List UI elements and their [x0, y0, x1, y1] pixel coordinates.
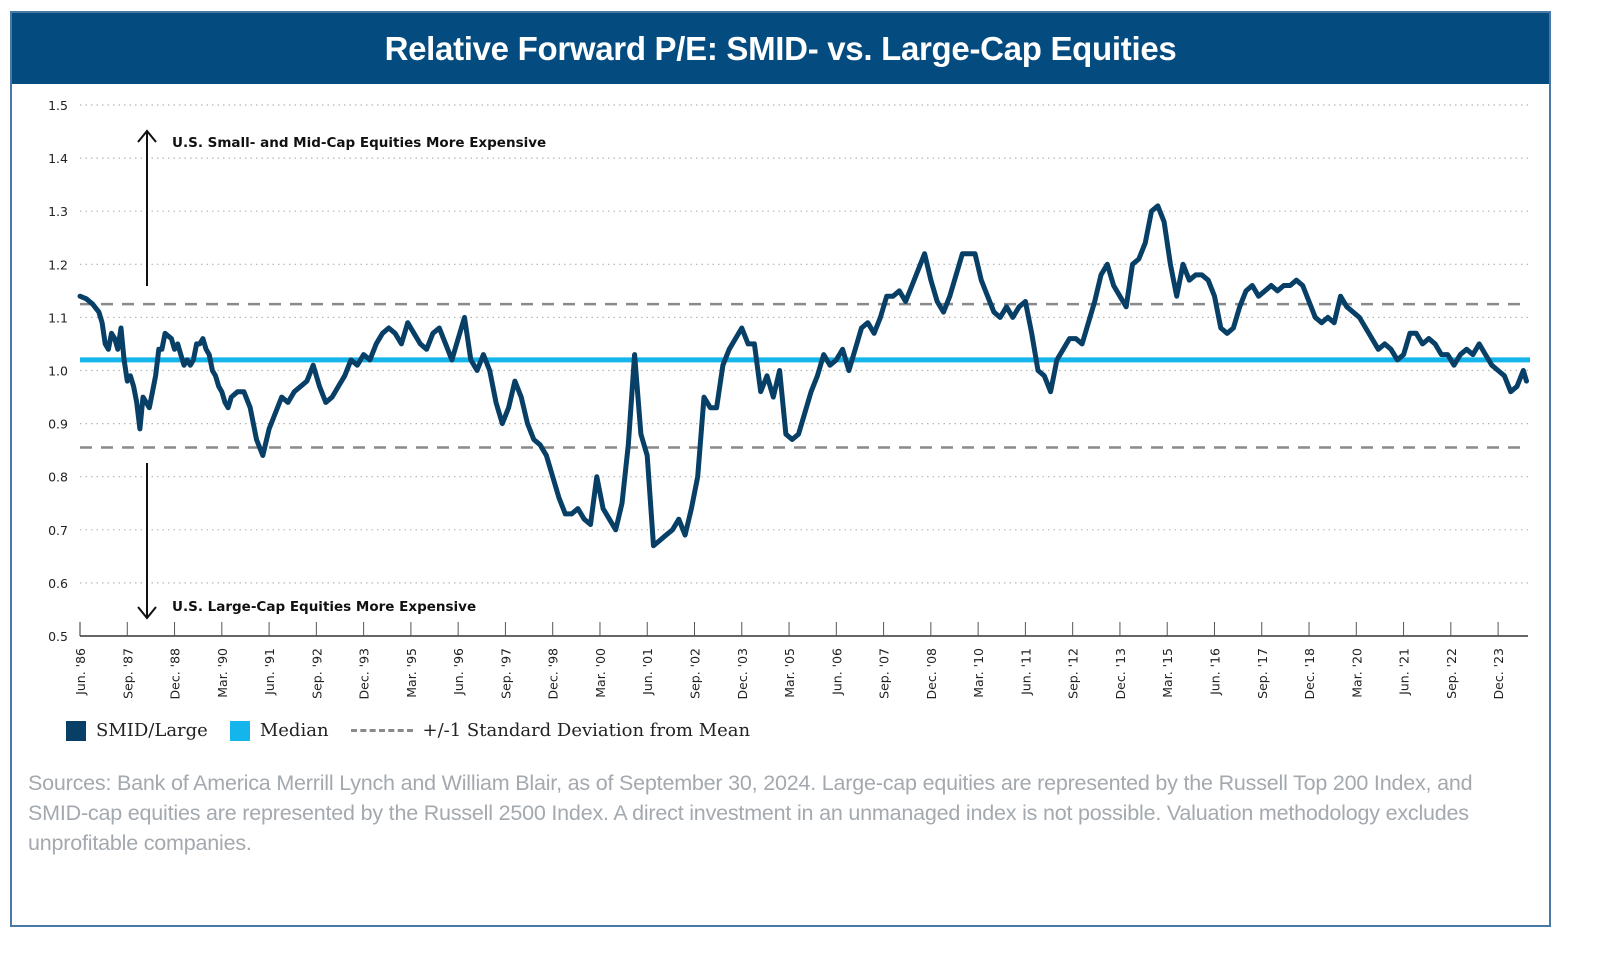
y-tick-label: 1.5: [48, 98, 68, 113]
annotation-smid-expensive: U.S. Small- and Mid-Cap Equities More Ex…: [172, 135, 546, 151]
x-tick-label: Dec. '23: [1491, 648, 1506, 699]
x-tick-label: Dec. '18: [1302, 648, 1317, 700]
x-tick-label: Jun. '21: [1397, 648, 1412, 696]
x-tick-label: Sep. '92: [309, 648, 324, 699]
legend-swatch-smid: [66, 720, 86, 741]
arrow-up-icon: [137, 129, 157, 143]
x-tick-label: Sep. '87: [120, 648, 135, 699]
x-tick-label: Sep. '07: [877, 648, 892, 699]
x-tick-label: Mar. '10: [971, 648, 986, 698]
x-tick-label: Mar. '15: [1160, 648, 1175, 698]
x-tick-label: Dec. '08: [924, 648, 939, 700]
x-tick-label: Dec. '88: [168, 648, 183, 700]
x-tick-label: Sep. '02: [688, 648, 703, 699]
series-line-smid-large: [77, 203, 1529, 549]
x-tick-label: Jun. '86: [73, 648, 88, 696]
x-tick-label: Jun. '06: [829, 648, 844, 696]
y-tick-label: 0.7: [48, 523, 68, 538]
title-bar: Relative Forward P/E: SMID- vs. Large-Ca…: [12, 13, 1549, 84]
annotation-large-expensive: U.S. Large-Cap Equities More Expensive: [172, 599, 476, 615]
x-tick-label: Mar. '20: [1349, 648, 1364, 698]
legend-swatch-median: [229, 720, 250, 741]
x-tick-label: Mar. '05: [782, 648, 797, 698]
y-tick-label: 1.0: [48, 364, 68, 379]
x-tick-label: Sep. '97: [498, 648, 513, 699]
x-tick-label: Jun. '91: [262, 648, 277, 696]
gridlines: [80, 104, 1528, 584]
x-tick-label: Sep. '17: [1255, 648, 1270, 699]
y-tick-label: 0.5: [48, 629, 68, 644]
x-tick-label: Dec. '98: [546, 648, 561, 700]
y-tick-label: 1.1: [48, 310, 68, 325]
legend-label-median: Median: [259, 720, 329, 741]
x-tick-label: Sep. '12: [1066, 648, 1081, 699]
arrow-down-icon: [137, 606, 157, 620]
x-tick-label: Dec. '13: [1113, 648, 1128, 699]
legend-item-std: +/-1 Standard Deviation from Mean: [350, 720, 751, 741]
y-tick-label: 0.6: [48, 576, 68, 591]
y-tick-label: 0.9: [48, 417, 68, 432]
y-tick-label: 0.8: [48, 470, 68, 485]
annotations: U.S. Small- and Mid-Cap Equities More Ex…: [137, 129, 546, 620]
x-tick-label: Mar. '95: [404, 648, 419, 698]
reference-lines: [80, 302, 1530, 449]
chart-title: Relative Forward P/E: SMID- vs. Large-Ca…: [384, 29, 1177, 67]
legend-item-median: Median: [229, 720, 329, 741]
x-tick-label: Jun. '96: [451, 648, 466, 696]
x-tick-label: Sep. '22: [1444, 648, 1459, 699]
y-tick-label: 1.2: [48, 257, 68, 272]
x-tick-label: Jun. '01: [640, 648, 655, 696]
x-tick-label: Jun. '11: [1018, 648, 1033, 696]
x-tick-label: Dec. '93: [357, 648, 372, 699]
y-tick-label: 1.4: [48, 151, 68, 166]
legend-item-smid: SMID/Large: [66, 720, 208, 741]
x-tick-label: Mar. '00: [593, 648, 608, 698]
legend-label-std: +/-1 Standard Deviation from Mean: [422, 720, 751, 741]
legend-label-smid: SMID/Large: [96, 720, 208, 741]
legend: SMID/Large Median +/-1 Standard Deviatio…: [66, 720, 772, 741]
legend-swatch-std: [350, 729, 413, 732]
x-axis: Jun. '86 Sep. '87 Dec. '88 Mar. '90 Jun. '91…: [73, 622, 1528, 699]
chart-frame: Relative Forward P/E: SMID- vs. Large-Ca…: [10, 11, 1551, 927]
y-tick-label: 1.3: [48, 204, 68, 219]
sources-note: Sources: Bank of America Merrill Lynch a…: [28, 771, 1473, 855]
x-tick-label: Mar. '90: [215, 648, 230, 698]
y-axis-ticks: 0.5 0.6 0.7 0.8 0.9 1.0 1.1 1.2 1.3 1.4 1.5: [48, 98, 68, 644]
x-tick-label: Dec. '03: [735, 648, 750, 699]
x-tick-label: Jun. '16: [1207, 648, 1222, 696]
